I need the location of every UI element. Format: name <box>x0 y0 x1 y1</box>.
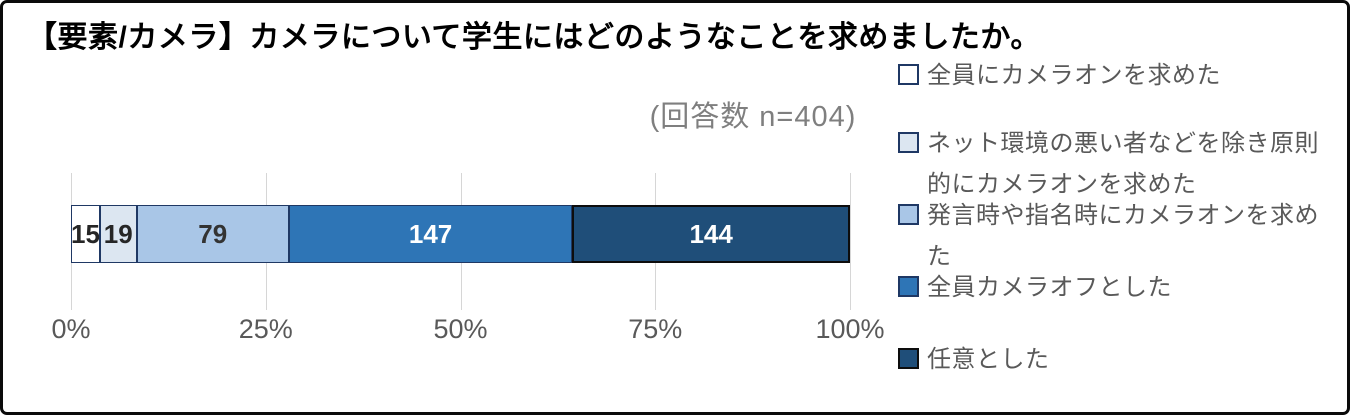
bar-segment[interactable]: 79 <box>136 205 289 263</box>
stacked-bar: 15 19 79 147 144 <box>71 205 850 263</box>
x-axis-tick-label: 0% <box>51 314 91 344</box>
response-count-label: (回答数 n=404) <box>649 101 857 133</box>
legend-swatch-icon <box>898 276 919 297</box>
legend-item[interactable]: ネット環境の悪い者などを除き原則的にカメラオンを求めた <box>896 123 1347 205</box>
legend-item[interactable]: 全員にカメラオンを求めた <box>896 55 1347 96</box>
bar-segment-value: 19 <box>103 219 133 249</box>
legend-item-label: ネット環境の悪い者などを除き原則的にカメラオンを求めた <box>927 130 1319 198</box>
x-axis: 0% 25% 50% 75% 100% <box>3 314 1347 350</box>
legend-swatch-icon <box>898 64 919 85</box>
bar-segment[interactable]: 19 <box>99 205 137 263</box>
x-axis-tick-label: 100% <box>815 314 885 344</box>
legend-swatch-icon <box>898 132 919 153</box>
bar-segment[interactable]: 15 <box>71 205 100 263</box>
legend-swatch-icon <box>898 348 919 369</box>
legend-item-label: 任意とした <box>927 346 1050 373</box>
bar-segment-value: 147 <box>408 219 453 249</box>
bar-segment[interactable]: 147 <box>288 205 573 263</box>
gridline <box>850 173 851 310</box>
x-axis-tick-label: 75% <box>628 314 683 344</box>
x-axis-tick-label: 25% <box>238 314 293 344</box>
bar-segment[interactable]: 144 <box>572 205 850 263</box>
x-axis-tick-label: 50% <box>433 314 488 344</box>
legend-swatch-icon <box>898 204 919 225</box>
legend-item[interactable]: 全員カメラオフとした <box>896 267 1347 308</box>
legend-item-label: 全員カメラオフとした <box>927 274 1172 301</box>
bar-segment-value: 15 <box>71 219 100 249</box>
legend: 全員にカメラオンを求めたネット環境の悪い者などを除き原則的にカメラオンを求めた発… <box>3 3 1347 412</box>
legend-item[interactable]: 発言時や指名時にカメラオンを求めた <box>896 195 1347 277</box>
bar-segment-value: 144 <box>689 219 733 249</box>
bar-segment-value: 79 <box>198 219 228 249</box>
legend-item-label: 全員にカメラオンを求めた <box>927 62 1221 89</box>
chart-title: 【要素/カメラ】カメラについて学生にはどのようなことを求めましたか。 <box>27 21 1041 54</box>
legend-item-label: 発言時や指名時にカメラオンを求めた <box>927 202 1319 270</box>
legend-item[interactable]: 任意とした <box>896 339 1347 380</box>
